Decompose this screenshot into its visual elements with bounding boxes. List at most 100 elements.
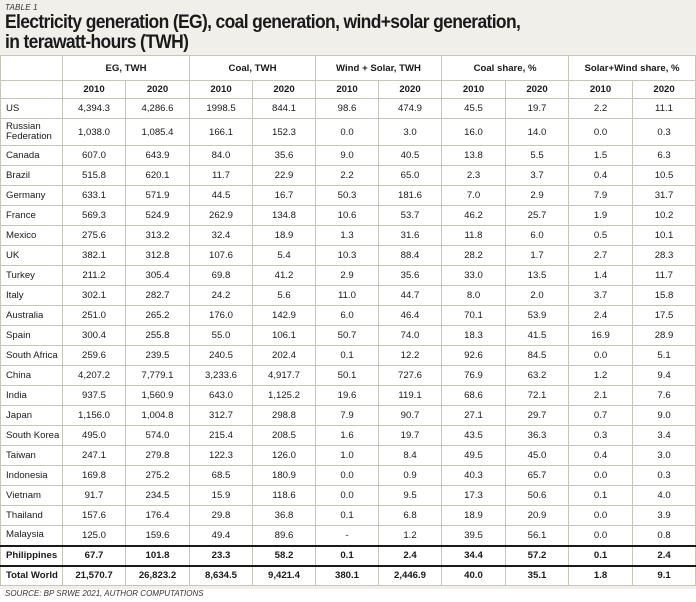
value-cell: 259.6	[62, 345, 126, 366]
value-cell: 0.1	[568, 544, 634, 566]
country-cell: Russian Federation	[0, 118, 63, 146]
value-cell: 6.3	[632, 145, 696, 166]
value-cell: 282.7	[124, 285, 191, 306]
country-cell: Malaysia	[0, 525, 63, 546]
value-cell: 1.9	[568, 205, 634, 226]
value-cell: 0.0	[315, 465, 380, 486]
value-cell: 3.0	[378, 118, 443, 146]
value-cell: 9.0	[632, 405, 696, 426]
value-cell: 262.9	[189, 205, 254, 226]
table-header-block: TABLE 1 Electricity generation (EG), coa…	[0, 0, 696, 55]
value-cell: 2.0	[505, 285, 570, 306]
value-cell: 13.8	[441, 145, 507, 166]
value-cell: 0.3	[632, 465, 696, 486]
value-cell: 32.4	[189, 225, 254, 246]
value-cell: 275.6	[62, 225, 126, 246]
value-cell: 43.5	[441, 425, 507, 446]
value-cell: 0.0	[315, 118, 380, 146]
country-cell: Japan	[0, 405, 63, 426]
value-cell: 0.1	[568, 485, 634, 506]
value-cell: 312.8	[124, 245, 191, 266]
value-cell: 11.7	[189, 165, 254, 186]
value-cell: 1.0	[315, 445, 380, 466]
value-cell: 247.1	[62, 445, 126, 466]
value-cell: 380.1	[315, 564, 380, 586]
value-cell: 279.8	[124, 445, 191, 466]
value-cell: 157.6	[62, 505, 126, 526]
value-cell: 3.0	[632, 445, 696, 466]
table-row: France 569.3 524.9 262.9 134.8 10.6 53.7 46.2 25…	[0, 205, 696, 226]
value-cell: 50.7	[315, 325, 380, 346]
country-cell: Thailand	[0, 505, 63, 526]
value-cell: 515.8	[62, 165, 126, 186]
value-cell: 2.7	[568, 245, 634, 266]
value-cell: 1.8	[568, 564, 634, 586]
value-cell: 29.7	[505, 405, 570, 426]
value-cell: 176.0	[189, 305, 254, 326]
country-cell: Indonesia	[0, 465, 63, 486]
value-cell: 5.5	[505, 145, 570, 166]
year-header: 2010	[62, 80, 126, 99]
country-cell: Canada	[0, 145, 63, 166]
value-cell: 0.0	[568, 505, 634, 526]
table-row: US 4,394.3 4,286.6 1998.5 844.1 98.6 474.9 45.5…	[0, 98, 696, 119]
year-header: 2020	[252, 80, 317, 99]
header-coal-share: Coal share, %	[441, 55, 570, 81]
value-cell: 88.4	[378, 245, 443, 266]
value-cell: 19.7	[505, 98, 570, 119]
header-blank	[0, 55, 63, 81]
year-header: 2020	[505, 80, 570, 99]
value-cell: 6.0	[315, 305, 380, 326]
value-cell: 21,570.7	[62, 564, 126, 586]
value-cell: 5.6	[252, 285, 317, 306]
value-cell: 70.1	[441, 305, 507, 326]
value-cell: 727.6	[378, 365, 443, 386]
value-cell: 176.4	[124, 505, 191, 526]
table-row: Canada 607.0 643.9 84.0 35.6 9.0 40.5 13.8 5.5 1.…	[0, 145, 696, 166]
value-cell: 1.2	[378, 525, 443, 546]
value-cell: 0.1	[315, 505, 380, 526]
value-cell: 10.5	[632, 165, 696, 186]
value-cell: 240.5	[189, 345, 254, 366]
value-cell: 118.6	[252, 485, 317, 506]
value-cell: 40.0	[441, 564, 507, 586]
value-cell: 19.7	[378, 425, 443, 446]
value-cell: 11.1	[632, 98, 696, 119]
value-cell: 65.0	[378, 165, 443, 186]
table-row: Mexico 275.6 313.2 32.4 18.9 1.3 31.6 11.8 6.0 0.…	[0, 225, 696, 246]
value-cell: 4,207.2	[62, 365, 126, 386]
value-cell: 0.8	[632, 525, 696, 546]
value-cell: 24.2	[189, 285, 254, 306]
value-cell: 169.8	[62, 465, 126, 486]
value-cell: 55.0	[189, 325, 254, 346]
value-cell: 18.9	[252, 225, 317, 246]
value-cell: 1.2	[568, 365, 634, 386]
value-cell: 34.4	[441, 544, 507, 566]
value-cell: 40.3	[441, 465, 507, 486]
value-cell: 25.7	[505, 205, 570, 226]
value-cell: 15.9	[189, 485, 254, 506]
value-cell: 0.4	[568, 445, 634, 466]
value-cell: 0.5	[568, 225, 634, 246]
table-row: Australia 251.0 265.2 176.0 142.9 6.0 46.4 70.1…	[0, 305, 696, 326]
value-cell: 36.8	[252, 505, 317, 526]
value-cell: 234.5	[124, 485, 191, 506]
value-cell: 46.4	[378, 305, 443, 326]
value-cell: 15.8	[632, 285, 696, 306]
value-cell: 56.1	[505, 525, 570, 546]
value-cell: 3.9	[632, 505, 696, 526]
data-table: EG, TWH Coal, TWH Wind + Solar, TWH Coal…	[0, 55, 696, 586]
country-cell: Italy	[0, 285, 63, 306]
value-cell: 382.1	[62, 245, 126, 266]
table-row: UK 382.1 312.8 107.6 5.4 10.3 88.4 28.2 1.7 2.7 28…	[0, 245, 696, 266]
value-cell: 208.5	[252, 425, 317, 446]
table-row: Philippines 67.7 101.8 23.3 58.2 0.1 2.4 34.4 57…	[0, 544, 696, 566]
country-cell: US	[0, 98, 63, 119]
value-cell: 2.9	[505, 185, 570, 206]
year-header: 2010	[568, 80, 634, 99]
country-cell: Total World	[0, 564, 63, 586]
value-cell: 1,085.4	[124, 118, 191, 146]
value-cell: 8.0	[441, 285, 507, 306]
value-cell: 101.8	[124, 544, 191, 566]
value-cell: 305.4	[124, 265, 191, 286]
